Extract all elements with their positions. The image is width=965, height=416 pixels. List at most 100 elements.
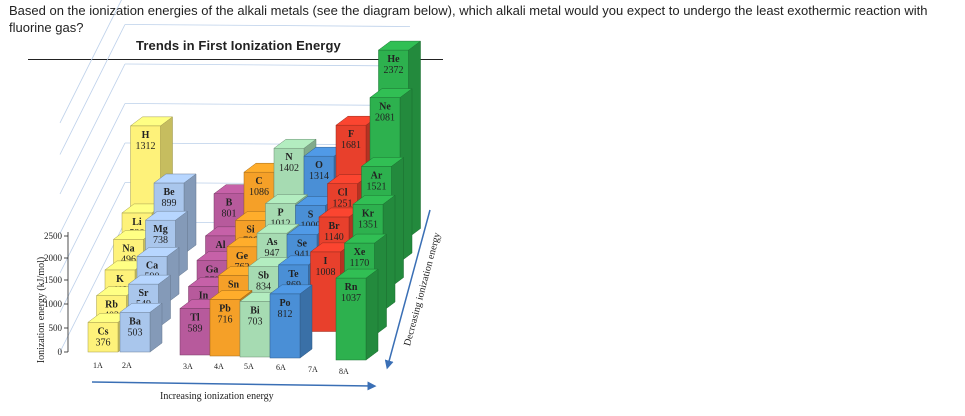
ionization-value: 1251 bbox=[333, 199, 353, 210]
element-symbol: Cl bbox=[338, 188, 348, 199]
element-symbol: Kr bbox=[362, 208, 375, 219]
y-tick-label: 2000 bbox=[44, 253, 63, 263]
y-tick-label: 2500 bbox=[44, 231, 63, 241]
group-label-5a: 5A bbox=[244, 362, 254, 371]
element-symbol: Na bbox=[122, 243, 134, 254]
bar-top-face bbox=[129, 116, 174, 127]
ionization-value: 1140 bbox=[324, 232, 344, 243]
group-label-1a: 1A bbox=[93, 361, 103, 370]
bar-top-face bbox=[144, 210, 189, 221]
ionization-value: 716 bbox=[218, 314, 233, 325]
element-symbol: Mg bbox=[153, 224, 167, 235]
ionization-value: 1402 bbox=[279, 163, 299, 174]
bar-front-face bbox=[119, 312, 151, 353]
ionization-value: 941 bbox=[295, 250, 310, 261]
element-symbol: Rb bbox=[105, 300, 118, 311]
ionization-value: 496 bbox=[121, 254, 136, 265]
decreasing-arrow bbox=[384, 209, 431, 370]
bar-top-face bbox=[273, 138, 317, 149]
bar-top-face bbox=[269, 284, 313, 295]
figure-title: Trends in First Ionization Energy bbox=[136, 38, 341, 53]
y-axis-label: Ionization energy (kJ/mol) bbox=[36, 257, 47, 363]
ionization-value: 834 bbox=[256, 282, 271, 293]
title-underline bbox=[28, 59, 443, 60]
bar-top-face bbox=[209, 290, 253, 300]
bar-top-face bbox=[256, 223, 300, 234]
element-symbol: Cs bbox=[97, 326, 108, 337]
bar-top-face bbox=[343, 233, 388, 244]
bar-top-face bbox=[264, 194, 309, 204]
element-symbol: P bbox=[277, 208, 283, 219]
element-symbol: Ga bbox=[206, 264, 219, 275]
ionization-value: 1312 bbox=[136, 141, 156, 152]
question-text: Based on the ionization energies of the … bbox=[9, 3, 928, 35]
bar-side-face bbox=[299, 284, 313, 359]
bar-front-face bbox=[179, 308, 211, 356]
element-symbol: S bbox=[308, 210, 314, 221]
element-symbol: Rn bbox=[345, 282, 358, 293]
ionization-value: 1037 bbox=[341, 293, 361, 304]
group-label-2a: 2A bbox=[122, 361, 132, 370]
element-symbol: Xe bbox=[354, 247, 366, 258]
bar-front-face bbox=[209, 299, 241, 357]
group-label-8a: 8A bbox=[339, 367, 349, 376]
element-symbol: I bbox=[324, 256, 328, 267]
bar-top-face bbox=[136, 247, 180, 257]
grid-line-back bbox=[124, 63, 411, 67]
grid-line-back bbox=[124, 103, 411, 106]
bar-top-face bbox=[119, 303, 163, 313]
bar-top-face bbox=[360, 157, 405, 167]
bar-top-face bbox=[352, 195, 396, 205]
element-symbol: Be bbox=[163, 187, 175, 198]
group-label-6a: 6A bbox=[276, 363, 286, 372]
ionization-value: 947 bbox=[265, 248, 280, 259]
bar-top-face bbox=[335, 268, 379, 279]
element-symbol: B bbox=[226, 198, 233, 209]
x-axis-label: Increasing ionization energy bbox=[160, 391, 274, 402]
ionization-value: 376 bbox=[96, 337, 111, 348]
ionization-value: 1681 bbox=[341, 140, 361, 151]
element-symbol: F bbox=[348, 129, 354, 140]
bar-front-face bbox=[335, 277, 367, 361]
ionization-value: 738 bbox=[153, 235, 168, 246]
ionization-value: 899 bbox=[162, 198, 177, 209]
bar-front-face bbox=[269, 293, 301, 359]
element-symbol: Po bbox=[279, 298, 290, 309]
bar-top-face bbox=[127, 274, 172, 285]
ionization-value: 1314 bbox=[309, 171, 329, 182]
y-tick-label: 1500 bbox=[44, 275, 63, 285]
ionization-value: 589 bbox=[188, 323, 203, 334]
bar-top-face bbox=[153, 173, 197, 184]
element-symbol: Li bbox=[132, 217, 142, 228]
group-label-4a: 4A bbox=[214, 362, 224, 371]
ionization-value: 1008 bbox=[316, 267, 336, 278]
element-symbol: In bbox=[199, 290, 209, 301]
grid-line-back bbox=[124, 24, 411, 27]
grid-line-side bbox=[59, 142, 126, 274]
grid-line-side bbox=[59, 182, 126, 313]
element-symbol: C bbox=[255, 176, 262, 187]
element-symbol: Al bbox=[216, 240, 226, 251]
element-symbol: Sr bbox=[139, 288, 150, 299]
grid-line-side bbox=[59, 103, 126, 234]
element-symbol: O bbox=[315, 160, 323, 171]
ionization-value: 503 bbox=[128, 327, 143, 338]
element-symbol: Tl bbox=[190, 312, 200, 323]
ionization-value: 801 bbox=[222, 209, 237, 220]
ionization-value: 2372 bbox=[384, 65, 404, 76]
element-symbol: Te bbox=[288, 269, 299, 280]
increasing-arrow bbox=[91, 381, 377, 391]
bar-layer: H1312He2372Li520Be899B801C1086N1402O1314… bbox=[87, 40, 422, 361]
ionization-value: 1351 bbox=[358, 219, 378, 230]
element-symbol: Bi bbox=[250, 305, 260, 316]
grid-line-side bbox=[59, 24, 126, 155]
element-symbol: Ne bbox=[379, 102, 391, 113]
element-symbol: Br bbox=[328, 221, 340, 232]
element-symbol: N bbox=[285, 152, 293, 163]
ionization-value: 1170 bbox=[350, 258, 370, 269]
grid-line-side bbox=[59, 63, 126, 195]
